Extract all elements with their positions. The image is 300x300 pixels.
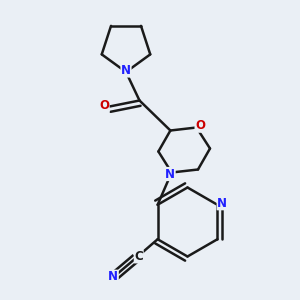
Text: C: C — [134, 250, 143, 263]
Text: O: O — [195, 119, 205, 132]
Text: N: N — [121, 64, 131, 77]
Text: N: N — [165, 167, 175, 181]
Text: O: O — [99, 99, 109, 112]
Text: N: N — [108, 270, 118, 283]
Text: N: N — [217, 197, 227, 210]
